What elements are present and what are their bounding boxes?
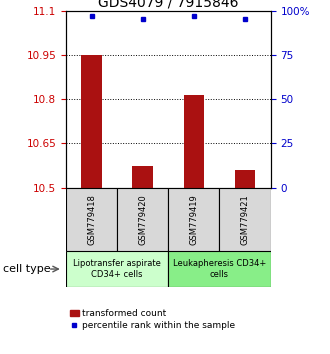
Bar	[132, 166, 153, 188]
Bar	[81, 56, 102, 188]
Text: GSM779418: GSM779418	[87, 194, 96, 245]
Bar	[219, 188, 271, 251]
Text: GSM779420: GSM779420	[138, 194, 147, 245]
Text: GSM779421: GSM779421	[241, 194, 249, 245]
Text: Leukapheresis CD34+
cells: Leukapheresis CD34+ cells	[173, 259, 266, 279]
Bar	[235, 170, 255, 188]
Bar	[66, 251, 168, 287]
Title: GDS4079 / 7915846: GDS4079 / 7915846	[98, 0, 239, 10]
Text: GSM779419: GSM779419	[189, 194, 198, 245]
Bar	[168, 251, 271, 287]
Bar	[117, 188, 168, 251]
Text: cell type: cell type	[3, 264, 51, 274]
Text: Lipotransfer aspirate
CD34+ cells: Lipotransfer aspirate CD34+ cells	[73, 259, 161, 279]
Bar	[168, 188, 219, 251]
Legend: transformed count, percentile rank within the sample: transformed count, percentile rank withi…	[66, 306, 239, 333]
Bar	[66, 188, 117, 251]
Bar	[183, 95, 204, 188]
